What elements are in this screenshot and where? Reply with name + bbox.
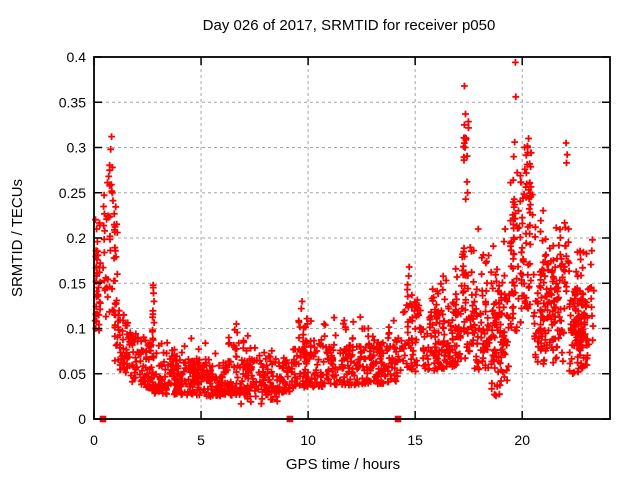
tick-labels: 0 5 10 15 20 0 0.05 0.1 0.15 0.2 0.25 0.3 0.35 0.4 — [59, 49, 530, 448]
x-tick-label: 15 — [407, 432, 423, 448]
y-tick-label: 0.1 — [67, 321, 87, 337]
y-tick-label: 0.4 — [67, 49, 87, 65]
y-tick-label: 0.3 — [67, 140, 87, 156]
x-tick-label: 0 — [90, 432, 98, 448]
scatter-points — [91, 59, 598, 423]
x-tick-label: 20 — [514, 432, 530, 448]
y-tick-label: 0.25 — [59, 185, 86, 201]
axis-ticks — [93, 56, 610, 420]
data-points — [91, 59, 598, 408]
y-tick-label: 0.35 — [59, 94, 86, 110]
x-tick-label: 10 — [300, 432, 316, 448]
chart-title: Day 026 of 2017, SRMTID for receiver p05… — [203, 17, 496, 34]
y-tick-label: 0.05 — [59, 366, 86, 382]
y-tick-label: 0.15 — [59, 275, 86, 291]
y-tick-label: 0 — [78, 411, 86, 427]
x-axis-label: GPS time / hours — [286, 456, 400, 473]
y-axis-label: SRMTID / TECUs — [9, 179, 26, 297]
y-tick-label: 0.2 — [67, 230, 87, 246]
x-tick-label: 5 — [197, 432, 205, 448]
